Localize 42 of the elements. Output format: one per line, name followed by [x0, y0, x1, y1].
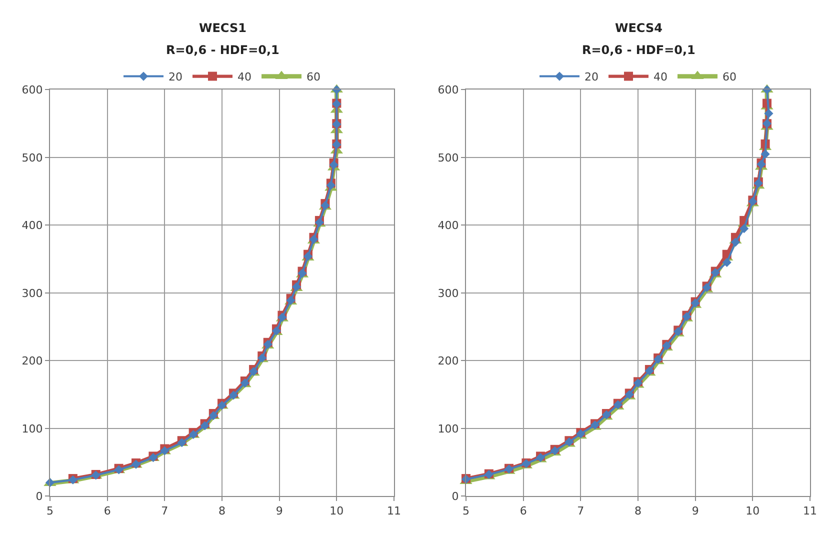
- x-tick-label: 5: [462, 504, 470, 518]
- x-tick-label: 9: [692, 504, 699, 518]
- y-tick-label: 200: [438, 354, 459, 368]
- y-tick-label: 0: [36, 490, 43, 503]
- legend-label: 40: [238, 70, 252, 84]
- point: [760, 150, 770, 159]
- y-tick-label: 200: [22, 354, 43, 368]
- y-tick-label: 600: [22, 84, 43, 97]
- y-tick-label: 600: [438, 84, 459, 97]
- legend-label: 20: [584, 70, 598, 84]
- x-tick-label: 8: [218, 504, 226, 518]
- y-tick-label: 100: [438, 422, 459, 436]
- y-tick-label: 100: [22, 422, 43, 436]
- x-tick-label: 11: [387, 504, 401, 518]
- x-tick-label: 10: [330, 504, 344, 518]
- y-tick-label: 0: [452, 490, 459, 503]
- x-tick-label: 5: [46, 504, 54, 518]
- x-tick-label: 6: [104, 504, 111, 518]
- y-tick-label: 500: [22, 151, 43, 164]
- chart-title: WECS1: [199, 21, 246, 35]
- legend-label: 20: [168, 70, 182, 84]
- chart-subtitle: R=0,6 - HDF=0,1: [582, 43, 696, 57]
- chart-title: WECS4: [615, 21, 662, 35]
- x-tick-label: 10: [746, 504, 760, 518]
- x-tick-label: 7: [577, 504, 584, 518]
- x-tick-label: 6: [520, 504, 527, 518]
- x-tick-label: 8: [634, 504, 642, 518]
- legend-label: 40: [654, 70, 668, 84]
- x-tick-label: 11: [803, 504, 817, 518]
- y-tick-label: 500: [438, 151, 459, 164]
- y-tick-label: 400: [22, 219, 43, 232]
- legend-label: 60: [306, 70, 320, 84]
- y-tick-label: 300: [22, 286, 43, 300]
- x-tick-label: 9: [276, 504, 283, 518]
- point: [764, 108, 774, 118]
- y-tick-label: 400: [438, 219, 459, 232]
- chart-subtitle: R=0,6 - HDF=0,1: [166, 43, 280, 57]
- legend-label: 60: [722, 70, 736, 84]
- point: [722, 258, 732, 268]
- x-tick-label: 7: [161, 504, 168, 518]
- y-tick-label: 300: [438, 286, 459, 300]
- point: [740, 224, 749, 234]
